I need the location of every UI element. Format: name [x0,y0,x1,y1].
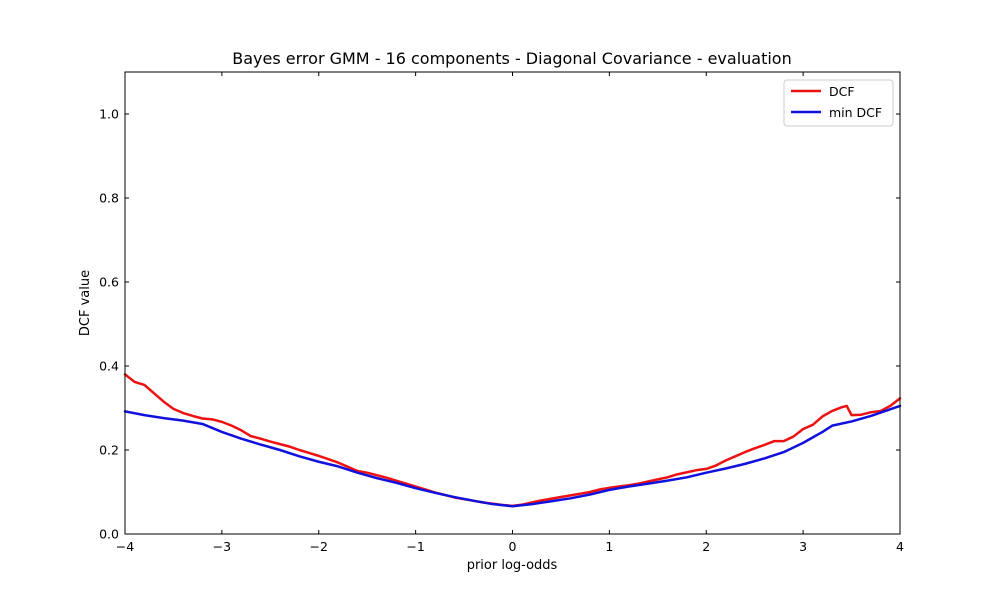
y-tick-label: 0.6 [99,275,119,290]
legend: DCF min DCF [783,79,894,127]
x-tick-label: −2 [310,539,328,554]
x-tick-label: −4 [116,539,134,554]
x-tick-label: −3 [213,539,231,554]
y-tick-label: 1.0 [99,107,119,122]
x-axis-label: prior log-odds [467,558,558,573]
y-tick-label: 0.0 [99,527,119,542]
series-layer [123,373,902,508]
plot-area [125,72,900,534]
x-tick-label: −1 [406,539,424,554]
x-tick-label: 2 [702,539,710,554]
legend-label-min-dcf: min DCF [829,105,882,120]
ticks-layer: −4 −3 −2 −1 0 1 2 3 4 0.0 0.2 0.4 0.6 0.8 1.0 [99,72,904,554]
chart-title: Bayes error GMM - 16 components - Diagon… [232,49,791,68]
x-tick-label: 4 [896,539,904,554]
plot-frame [124,71,901,535]
x-tick-label: 1 [605,539,613,554]
legend-label-dcf: DCF [829,84,855,99]
x-tick-label: 3 [799,539,807,554]
y-tick-label: 0.2 [99,443,119,458]
y-tick-label: 0.8 [99,191,119,206]
x-tick-label: 0 [509,539,517,554]
y-axis-label: DCF value [78,270,93,336]
series-line-min-dcf [123,404,902,508]
y-tick-label: 0.4 [99,359,119,374]
